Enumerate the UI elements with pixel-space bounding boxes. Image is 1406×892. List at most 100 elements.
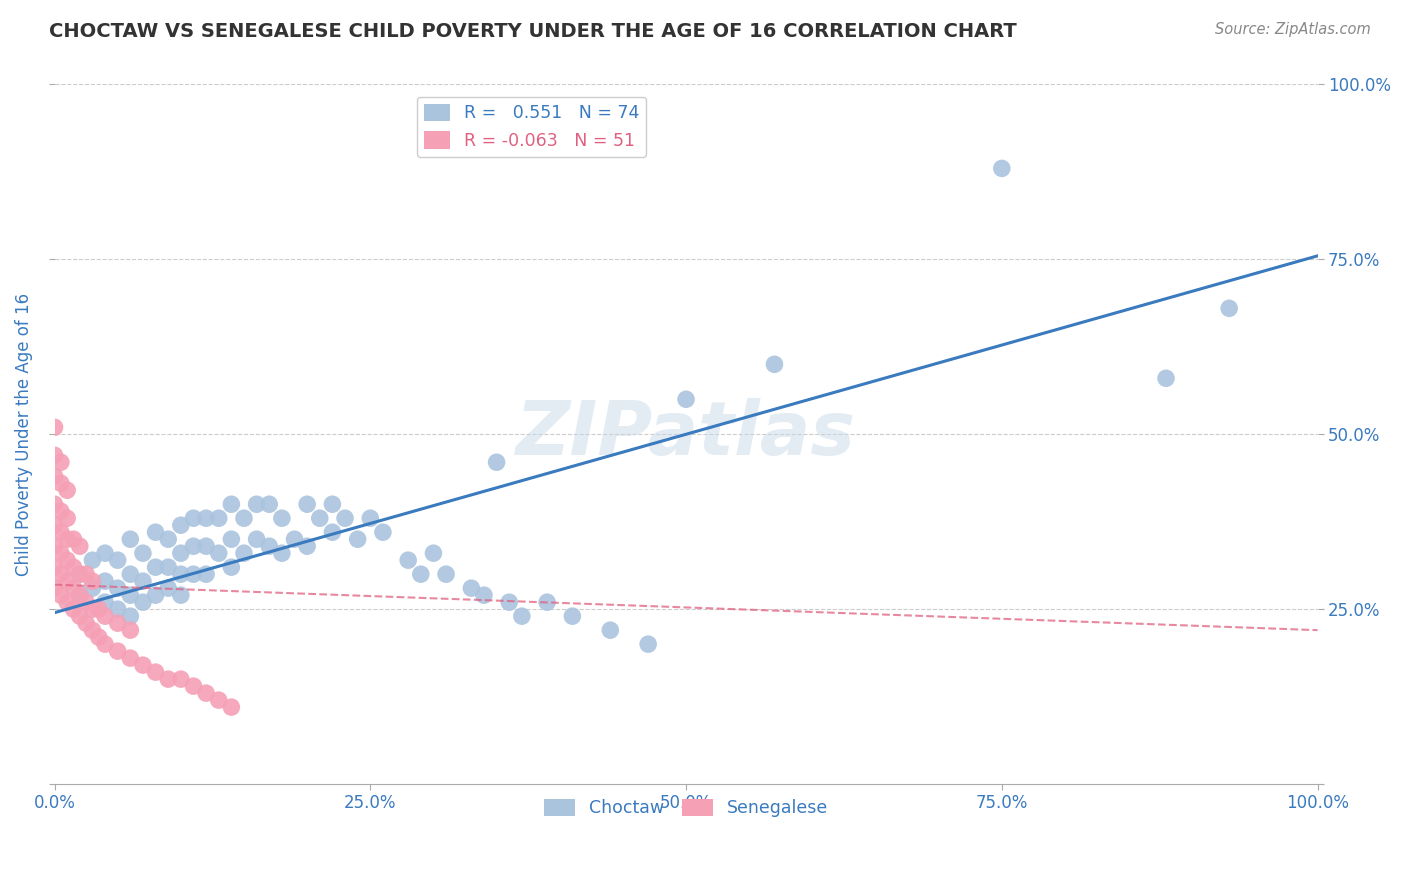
Point: [44, 518, 66, 533]
Point: [120, 588, 142, 602]
Point: [69, 588, 91, 602]
Point: [94, 609, 117, 624]
Point: [145, 560, 167, 574]
Text: CHOCTAW VS SENEGALESE CHILD POVERTY UNDER THE AGE OF 16 CORRELATION CHART: CHOCTAW VS SENEGALESE CHILD POVERTY UNDE…: [49, 22, 1017, 41]
Text: Source: ZipAtlas.com: Source: ZipAtlas.com: [1215, 22, 1371, 37]
Point: [536, 595, 558, 609]
Point: [195, 567, 218, 582]
Text: ZIPatlas: ZIPatlas: [516, 398, 856, 471]
Point: [157, 672, 180, 686]
Point: [257, 539, 280, 553]
Point: [107, 553, 129, 567]
Point: [233, 546, 256, 560]
Point: [44, 560, 66, 574]
Point: [62, 560, 84, 574]
Point: [94, 637, 117, 651]
Point: [434, 567, 457, 582]
Point: [107, 616, 129, 631]
Point: [295, 539, 318, 553]
Point: [208, 511, 231, 525]
Point: [132, 658, 155, 673]
Point: [321, 525, 343, 540]
Point: [62, 581, 84, 595]
Point: [62, 532, 84, 546]
Point: [359, 511, 381, 525]
Point: [208, 546, 231, 560]
Point: [157, 581, 180, 595]
Point: [472, 588, 495, 602]
Point: [157, 560, 180, 574]
Point: [221, 700, 243, 714]
Point: [485, 455, 508, 469]
Point: [82, 602, 104, 616]
Point: [510, 609, 533, 624]
Point: [75, 595, 97, 609]
Point: [82, 581, 104, 595]
Point: [44, 581, 66, 595]
Legend: Choctaw, Senegalese: Choctaw, Senegalese: [537, 792, 835, 824]
Point: [208, 693, 231, 707]
Point: [120, 567, 142, 582]
Point: [44, 469, 66, 483]
Point: [120, 623, 142, 637]
Point: [56, 553, 79, 567]
Point: [308, 511, 330, 525]
Point: [56, 483, 79, 498]
Point: [246, 532, 269, 546]
Point: [195, 511, 218, 525]
Point: [44, 539, 66, 553]
Point: [346, 532, 368, 546]
Point: [107, 581, 129, 595]
Point: [295, 497, 318, 511]
Point: [56, 595, 79, 609]
Point: [94, 595, 117, 609]
Point: [132, 546, 155, 560]
Point: [270, 511, 292, 525]
Point: [371, 525, 394, 540]
Point: [333, 511, 356, 525]
Point: [195, 686, 218, 700]
Point: [270, 546, 292, 560]
Point: [145, 525, 167, 540]
Point: [170, 567, 193, 582]
Point: [257, 497, 280, 511]
Point: [56, 574, 79, 589]
Point: [94, 574, 117, 589]
Point: [183, 567, 205, 582]
Point: [321, 497, 343, 511]
Point: [69, 567, 91, 582]
Point: [82, 553, 104, 567]
Point: [170, 588, 193, 602]
Point: [75, 567, 97, 582]
Point: [221, 532, 243, 546]
Point: [195, 539, 218, 553]
Point: [637, 637, 659, 651]
Point: [44, 448, 66, 462]
Point: [120, 609, 142, 624]
Point: [56, 511, 79, 525]
Point: [170, 518, 193, 533]
Point: [132, 595, 155, 609]
Point: [170, 546, 193, 560]
Point: [396, 553, 419, 567]
Y-axis label: Child Poverty Under the Age of 16: Child Poverty Under the Age of 16: [15, 293, 32, 576]
Point: [69, 567, 91, 582]
Point: [82, 623, 104, 637]
Point: [145, 588, 167, 602]
Point: [1218, 301, 1240, 316]
Point: [1154, 371, 1177, 385]
Point: [763, 357, 786, 371]
Point: [183, 539, 205, 553]
Point: [49, 588, 72, 602]
Point: [675, 392, 697, 407]
Point: [409, 567, 432, 582]
Point: [170, 672, 193, 686]
Point: [120, 651, 142, 665]
Point: [991, 161, 1014, 176]
Point: [94, 546, 117, 560]
Point: [183, 679, 205, 693]
Point: [221, 560, 243, 574]
Point: [132, 574, 155, 589]
Point: [87, 602, 110, 616]
Point: [62, 602, 84, 616]
